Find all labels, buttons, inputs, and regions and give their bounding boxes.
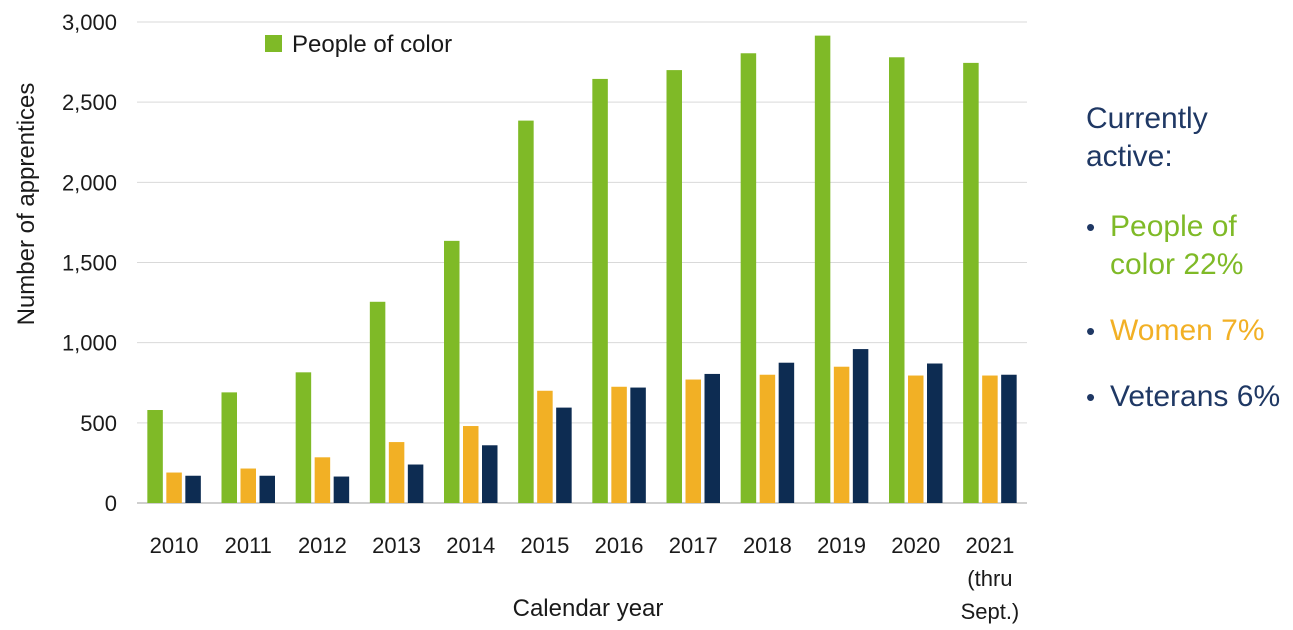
bar: [259, 475, 275, 503]
bar: [630, 387, 646, 503]
bar: [611, 386, 627, 503]
bar: [1001, 374, 1017, 503]
bar: [407, 464, 424, 503]
bullet-icon: •: [1086, 212, 1096, 242]
bar: [314, 457, 331, 503]
x-tick-label: 2018: [743, 533, 792, 558]
bar: [927, 363, 943, 503]
bar: [185, 475, 201, 503]
bar: [240, 468, 256, 503]
bar: [759, 374, 776, 503]
x-tick-label: 2015: [520, 533, 569, 558]
bar: [814, 35, 831, 504]
bar: [685, 379, 701, 503]
currently-active-item-label: People of color 22%: [1110, 210, 1244, 281]
bar: [147, 410, 163, 503]
bar: [482, 445, 498, 503]
x-axis-title: Calendar year: [513, 595, 664, 622]
x-tick-label: 2013: [372, 533, 421, 558]
currently-active-item: • Veterans 6%: [1086, 378, 1286, 416]
currently-active-item-label: Women 7%: [1110, 314, 1265, 347]
bar: [889, 57, 905, 503]
y-axis-title: Number of apprentices: [13, 83, 40, 326]
bar: [704, 373, 720, 503]
x-tick-sublabel: Sept.): [961, 599, 1020, 624]
x-tick-label: 2019: [817, 533, 866, 558]
x-tick-label: 2014: [446, 533, 495, 558]
y-tick-label: 1,000: [62, 331, 117, 356]
bar: [592, 78, 608, 503]
bar: [388, 442, 405, 503]
x-tick-label: 2020: [891, 533, 940, 558]
bar: [295, 372, 312, 503]
bar: [518, 120, 534, 503]
bar: [740, 53, 757, 503]
legend-swatch: [265, 35, 282, 52]
y-tick-label: 1,500: [62, 251, 117, 276]
bar: [778, 362, 795, 503]
bar: [982, 375, 998, 503]
x-tick-sublabel: (thru: [967, 566, 1012, 591]
bar: [221, 392, 237, 503]
y-tick-label: 500: [80, 411, 117, 436]
bar: [369, 301, 386, 503]
currently-active-item-label: Veterans 6%: [1110, 380, 1281, 413]
bar: [833, 366, 850, 503]
x-tick-label: 2012: [298, 533, 347, 558]
y-tick-label: 2,500: [62, 90, 117, 115]
currently-active-heading: Currently active:: [1086, 102, 1208, 173]
y-tick-label: 2,000: [62, 170, 117, 195]
x-tick-label: 2021: [965, 533, 1014, 558]
bar: [166, 472, 182, 503]
x-tick-label: 2017: [669, 533, 718, 558]
bar: [444, 240, 460, 504]
y-tick-label: 3,000: [62, 10, 117, 35]
bullet-icon: •: [1086, 382, 1096, 412]
bar: [852, 349, 869, 503]
y-tick-label: 0: [105, 491, 117, 516]
bar: [537, 390, 553, 503]
bar: [333, 476, 350, 503]
bullet-icon: •: [1086, 316, 1096, 346]
bar-chart: 0 500 1,000 1,500 2,000 2,500 3,000 2010 2011 20…: [13, 10, 1027, 624]
currently-active-item: • Women 7%: [1086, 312, 1286, 350]
x-tick-label: 2011: [225, 533, 272, 558]
currently-active-item: • People of color 22%: [1086, 208, 1286, 284]
bar: [463, 426, 479, 503]
bar: [908, 375, 924, 503]
x-tick-label: 2016: [595, 533, 644, 558]
currently-active-panel: Currently active: • People of color 22% • W…: [1086, 100, 1286, 444]
legend-label: People of color: [292, 31, 452, 58]
bar: [556, 407, 572, 503]
bar: [666, 70, 682, 503]
bar: [963, 62, 979, 503]
x-tick-label: 2010: [150, 533, 199, 558]
